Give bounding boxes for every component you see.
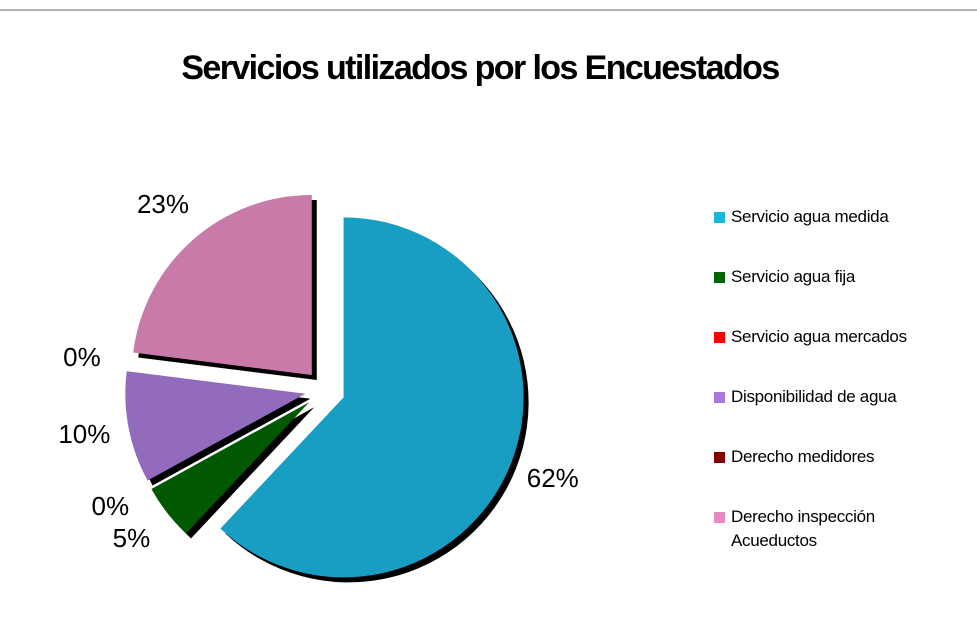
legend-entry: Derecho inspección Acueductos: [714, 505, 944, 565]
legend-entry: Servicio agua mercados: [714, 325, 944, 385]
legend: Servicio agua medida Servicio agua fija Se…: [714, 205, 944, 565]
legend-swatch: [714, 452, 725, 463]
legend-entry: Disponibilidad de agua: [714, 385, 944, 445]
data-label: 23%: [137, 189, 189, 219]
legend-swatch: [714, 512, 725, 523]
data-label: 5%: [113, 523, 151, 553]
slice-shade: [133, 194, 312, 375]
slice-shade: [220, 217, 524, 578]
legend-swatch: [714, 272, 725, 283]
legend-swatch: [714, 332, 725, 343]
legend-label: Derecho medidores: [731, 447, 875, 466]
slice-shade: [151, 402, 310, 534]
legend-label: Servicio agua medida: [731, 207, 889, 226]
slice-shade: [125, 371, 306, 481]
data-label: 0%: [92, 491, 130, 521]
chart-title: Servicios utilizados por los Encuestados: [181, 49, 779, 87]
legend-entry: Servicio agua medida: [714, 205, 944, 265]
legend-swatch: [714, 392, 725, 403]
legend-entry: Derecho medidores: [714, 445, 944, 505]
legend-label: Servicio agua mercados: [731, 327, 907, 346]
legend-label: Servicio agua fija: [731, 267, 856, 286]
legend-label: Disponibilidad de agua: [731, 387, 897, 406]
legend-label: Derecho inspección Acueductos: [731, 507, 875, 550]
legend-swatch: [714, 212, 725, 223]
legend-entry: Servicio agua fija: [714, 265, 944, 325]
data-label: 10%: [58, 419, 110, 449]
data-label: 0%: [63, 342, 101, 372]
data-label: 62%: [527, 463, 579, 493]
